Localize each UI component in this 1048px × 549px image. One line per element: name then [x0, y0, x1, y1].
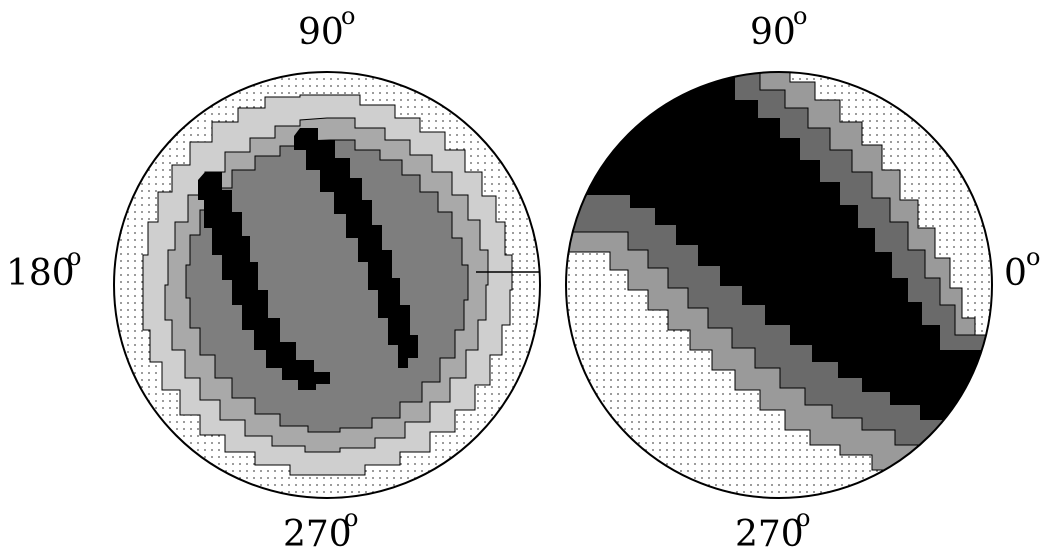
right-top-degree: o — [793, 2, 807, 30]
right-bottom-label: 270 — [735, 514, 804, 549]
left-plot-boundary — [113, 71, 541, 499]
right-right-label: 0 — [1004, 253, 1027, 294]
left-left-label: 180 — [6, 253, 75, 294]
left-contour-fills — [114, 72, 540, 498]
right-right-degree: o — [1026, 243, 1040, 271]
right-plot-boundary — [565, 71, 993, 499]
left-top-degree: o — [341, 2, 355, 30]
right-contour-fills — [566, 72, 992, 498]
left-bottom-label: 270 — [283, 514, 352, 549]
left-polar-plot: 90 o 270 o 180 o — [6, 2, 541, 549]
right-bottom-degree: o — [796, 504, 810, 532]
left-left-degree: o — [67, 243, 81, 271]
right-polar-plot: 90 o 270 o 0 o — [565, 2, 1040, 549]
right-top-label: 90 — [750, 12, 796, 53]
left-top-label: 90 — [298, 12, 344, 53]
left-bottom-degree: o — [344, 504, 358, 532]
